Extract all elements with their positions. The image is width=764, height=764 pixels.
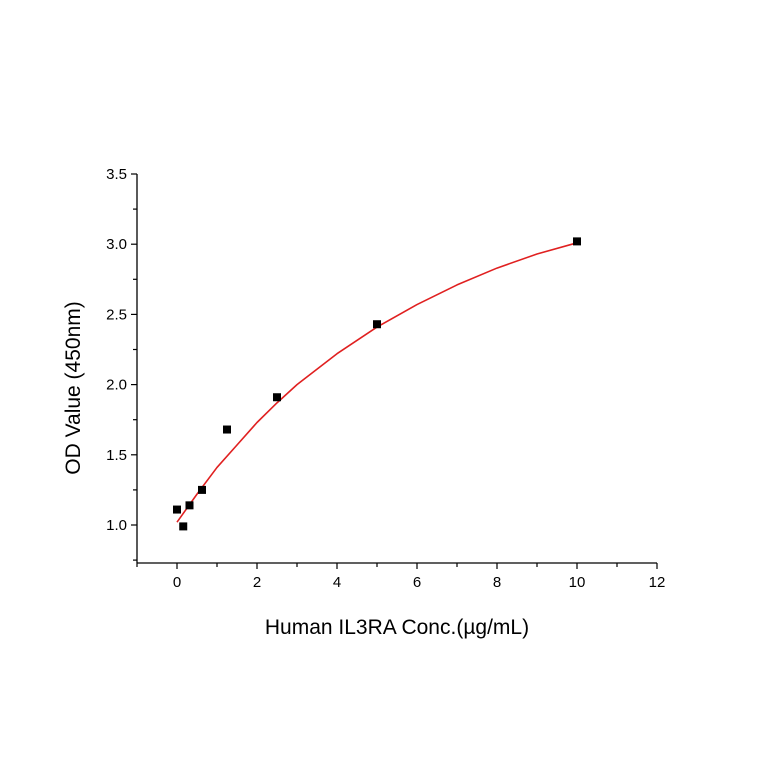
x-tick-label: 12 <box>649 574 666 591</box>
y-tick-label: 3.5 <box>106 166 127 183</box>
y-tick-label: 1.5 <box>106 447 127 464</box>
fit-curve <box>176 242 578 523</box>
data-point-marker <box>173 505 181 514</box>
data-point-marker <box>179 522 188 531</box>
y-tick-label: 2.5 <box>106 306 127 323</box>
fit-curve-line <box>176 242 578 523</box>
data-points <box>173 237 581 531</box>
x-tick-label: 2 <box>253 574 261 591</box>
data-point-marker <box>273 393 281 402</box>
y-tick-label: 2.0 <box>106 377 127 394</box>
y-axis-title: OD Value (450nm) <box>62 301 85 475</box>
data-point-marker <box>373 320 381 329</box>
x-tick-label: 6 <box>413 574 421 591</box>
data-point-marker <box>573 237 581 246</box>
axes: 0 2 4 6 8 10 12 1.0 1.5 2.0 2.5 3.0 3.5 <box>106 166 665 591</box>
x-tick-label: 4 <box>333 574 341 591</box>
x-tick-label: 0 <box>173 574 181 591</box>
x-tick-label: 10 <box>569 574 586 591</box>
x-axis-title: Human IL3RA Conc.(µg/mL) <box>265 616 529 639</box>
data-point-marker <box>198 485 206 494</box>
data-point-marker <box>185 501 194 510</box>
x-tick-label: 8 <box>493 574 501 591</box>
y-tick-label: 1.0 <box>106 517 127 534</box>
data-point-marker <box>223 425 231 434</box>
y-tick-label: 3.0 <box>106 236 127 253</box>
